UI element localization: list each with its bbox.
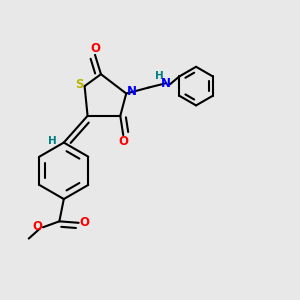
Text: O: O: [33, 220, 43, 233]
Text: H: H: [48, 136, 57, 146]
Text: S: S: [75, 78, 83, 91]
Text: O: O: [90, 42, 100, 55]
Text: N: N: [127, 85, 137, 98]
Text: O: O: [118, 135, 128, 148]
Text: H: H: [154, 71, 163, 81]
Text: O: O: [80, 216, 90, 229]
Text: N: N: [161, 76, 171, 90]
